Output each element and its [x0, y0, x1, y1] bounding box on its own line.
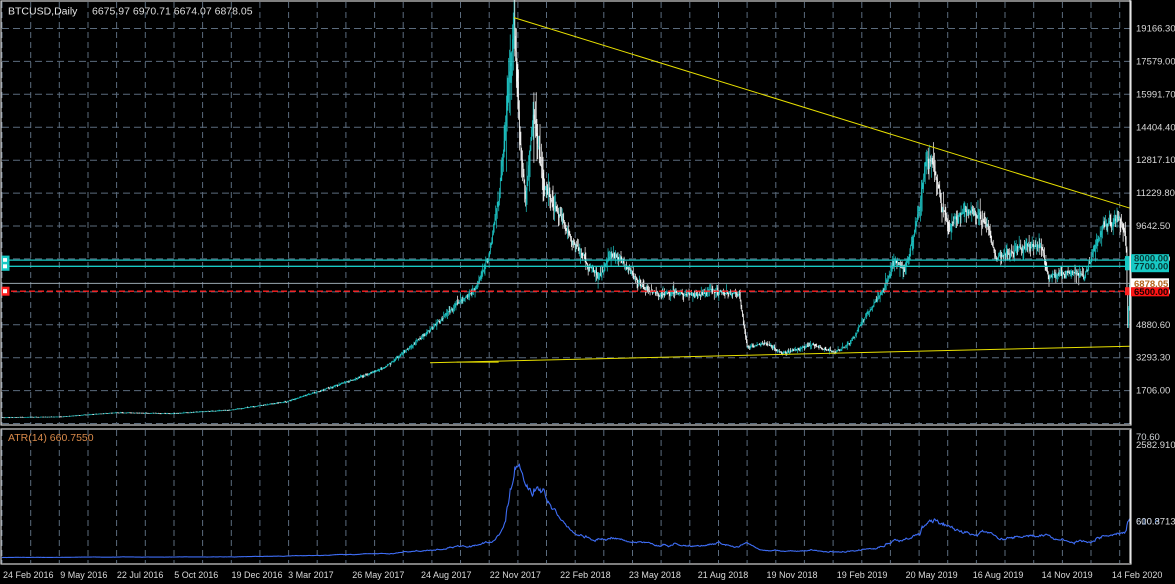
svg-text:22 Jul 2016: 22 Jul 2016 — [117, 570, 164, 580]
svg-text:600.3713: 600.3713 — [1136, 516, 1175, 527]
svg-text:24 Aug 2017: 24 Aug 2017 — [421, 570, 472, 580]
svg-text:1706.00: 1706.00 — [1136, 386, 1170, 397]
svg-text:17579.00: 17579.00 — [1136, 56, 1175, 67]
svg-text:6675.97 6970.71 6674.07 6878.0: 6675.97 6970.71 6674.07 6878.05 — [92, 6, 253, 18]
svg-text:22 Feb 2018: 22 Feb 2018 — [560, 570, 611, 580]
svg-text:21 Aug 2018: 21 Aug 2018 — [698, 570, 749, 580]
svg-text:23 May 2018: 23 May 2018 — [629, 570, 681, 580]
svg-text:2582.9105: 2582.9105 — [1136, 440, 1175, 451]
svg-text:6500.00: 6500.00 — [1134, 287, 1168, 298]
svg-text:20 May 2019: 20 May 2019 — [906, 570, 958, 580]
svg-text:14404.40: 14404.40 — [1136, 122, 1175, 133]
svg-text:26 May 2017: 26 May 2017 — [352, 570, 404, 580]
svg-text:3 Mar 2017: 3 Mar 2017 — [288, 570, 334, 580]
svg-text:5 Oct 2016: 5 Oct 2016 — [174, 570, 218, 580]
svg-text:22 Nov 2017: 22 Nov 2017 — [490, 570, 541, 580]
svg-text:24 Feb 2016: 24 Feb 2016 — [3, 570, 54, 580]
svg-text:12817.10: 12817.10 — [1136, 155, 1175, 166]
svg-text:16 Aug 2019: 16 Aug 2019 — [973, 570, 1024, 580]
svg-text:ATR(14) 660.7550: ATR(14) 660.7550 — [8, 432, 94, 444]
svg-text:11229.80: 11229.80 — [1136, 188, 1175, 199]
svg-text:9642.50: 9642.50 — [1136, 221, 1170, 232]
svg-text:19 Dec 2016: 19 Dec 2016 — [232, 570, 283, 580]
svg-text:14 Nov 2019: 14 Nov 2019 — [1042, 570, 1093, 580]
svg-text:14 Feb 2020: 14 Feb 2020 — [1112, 570, 1163, 580]
svg-text:BTCUSD,Daily: BTCUSD,Daily — [8, 6, 78, 18]
svg-text:19 Feb 2019: 19 Feb 2019 — [837, 570, 888, 580]
svg-text:4880.60: 4880.60 — [1136, 320, 1170, 331]
svg-text:19 Nov 2018: 19 Nov 2018 — [767, 570, 818, 580]
svg-text:9 May 2016: 9 May 2016 — [60, 570, 107, 580]
svg-text:7700.00: 7700.00 — [1134, 262, 1168, 273]
svg-text:3293.30: 3293.30 — [1136, 353, 1170, 364]
svg-text:19166.30: 19166.30 — [1136, 24, 1175, 35]
svg-text:15991.70: 15991.70 — [1136, 89, 1175, 100]
